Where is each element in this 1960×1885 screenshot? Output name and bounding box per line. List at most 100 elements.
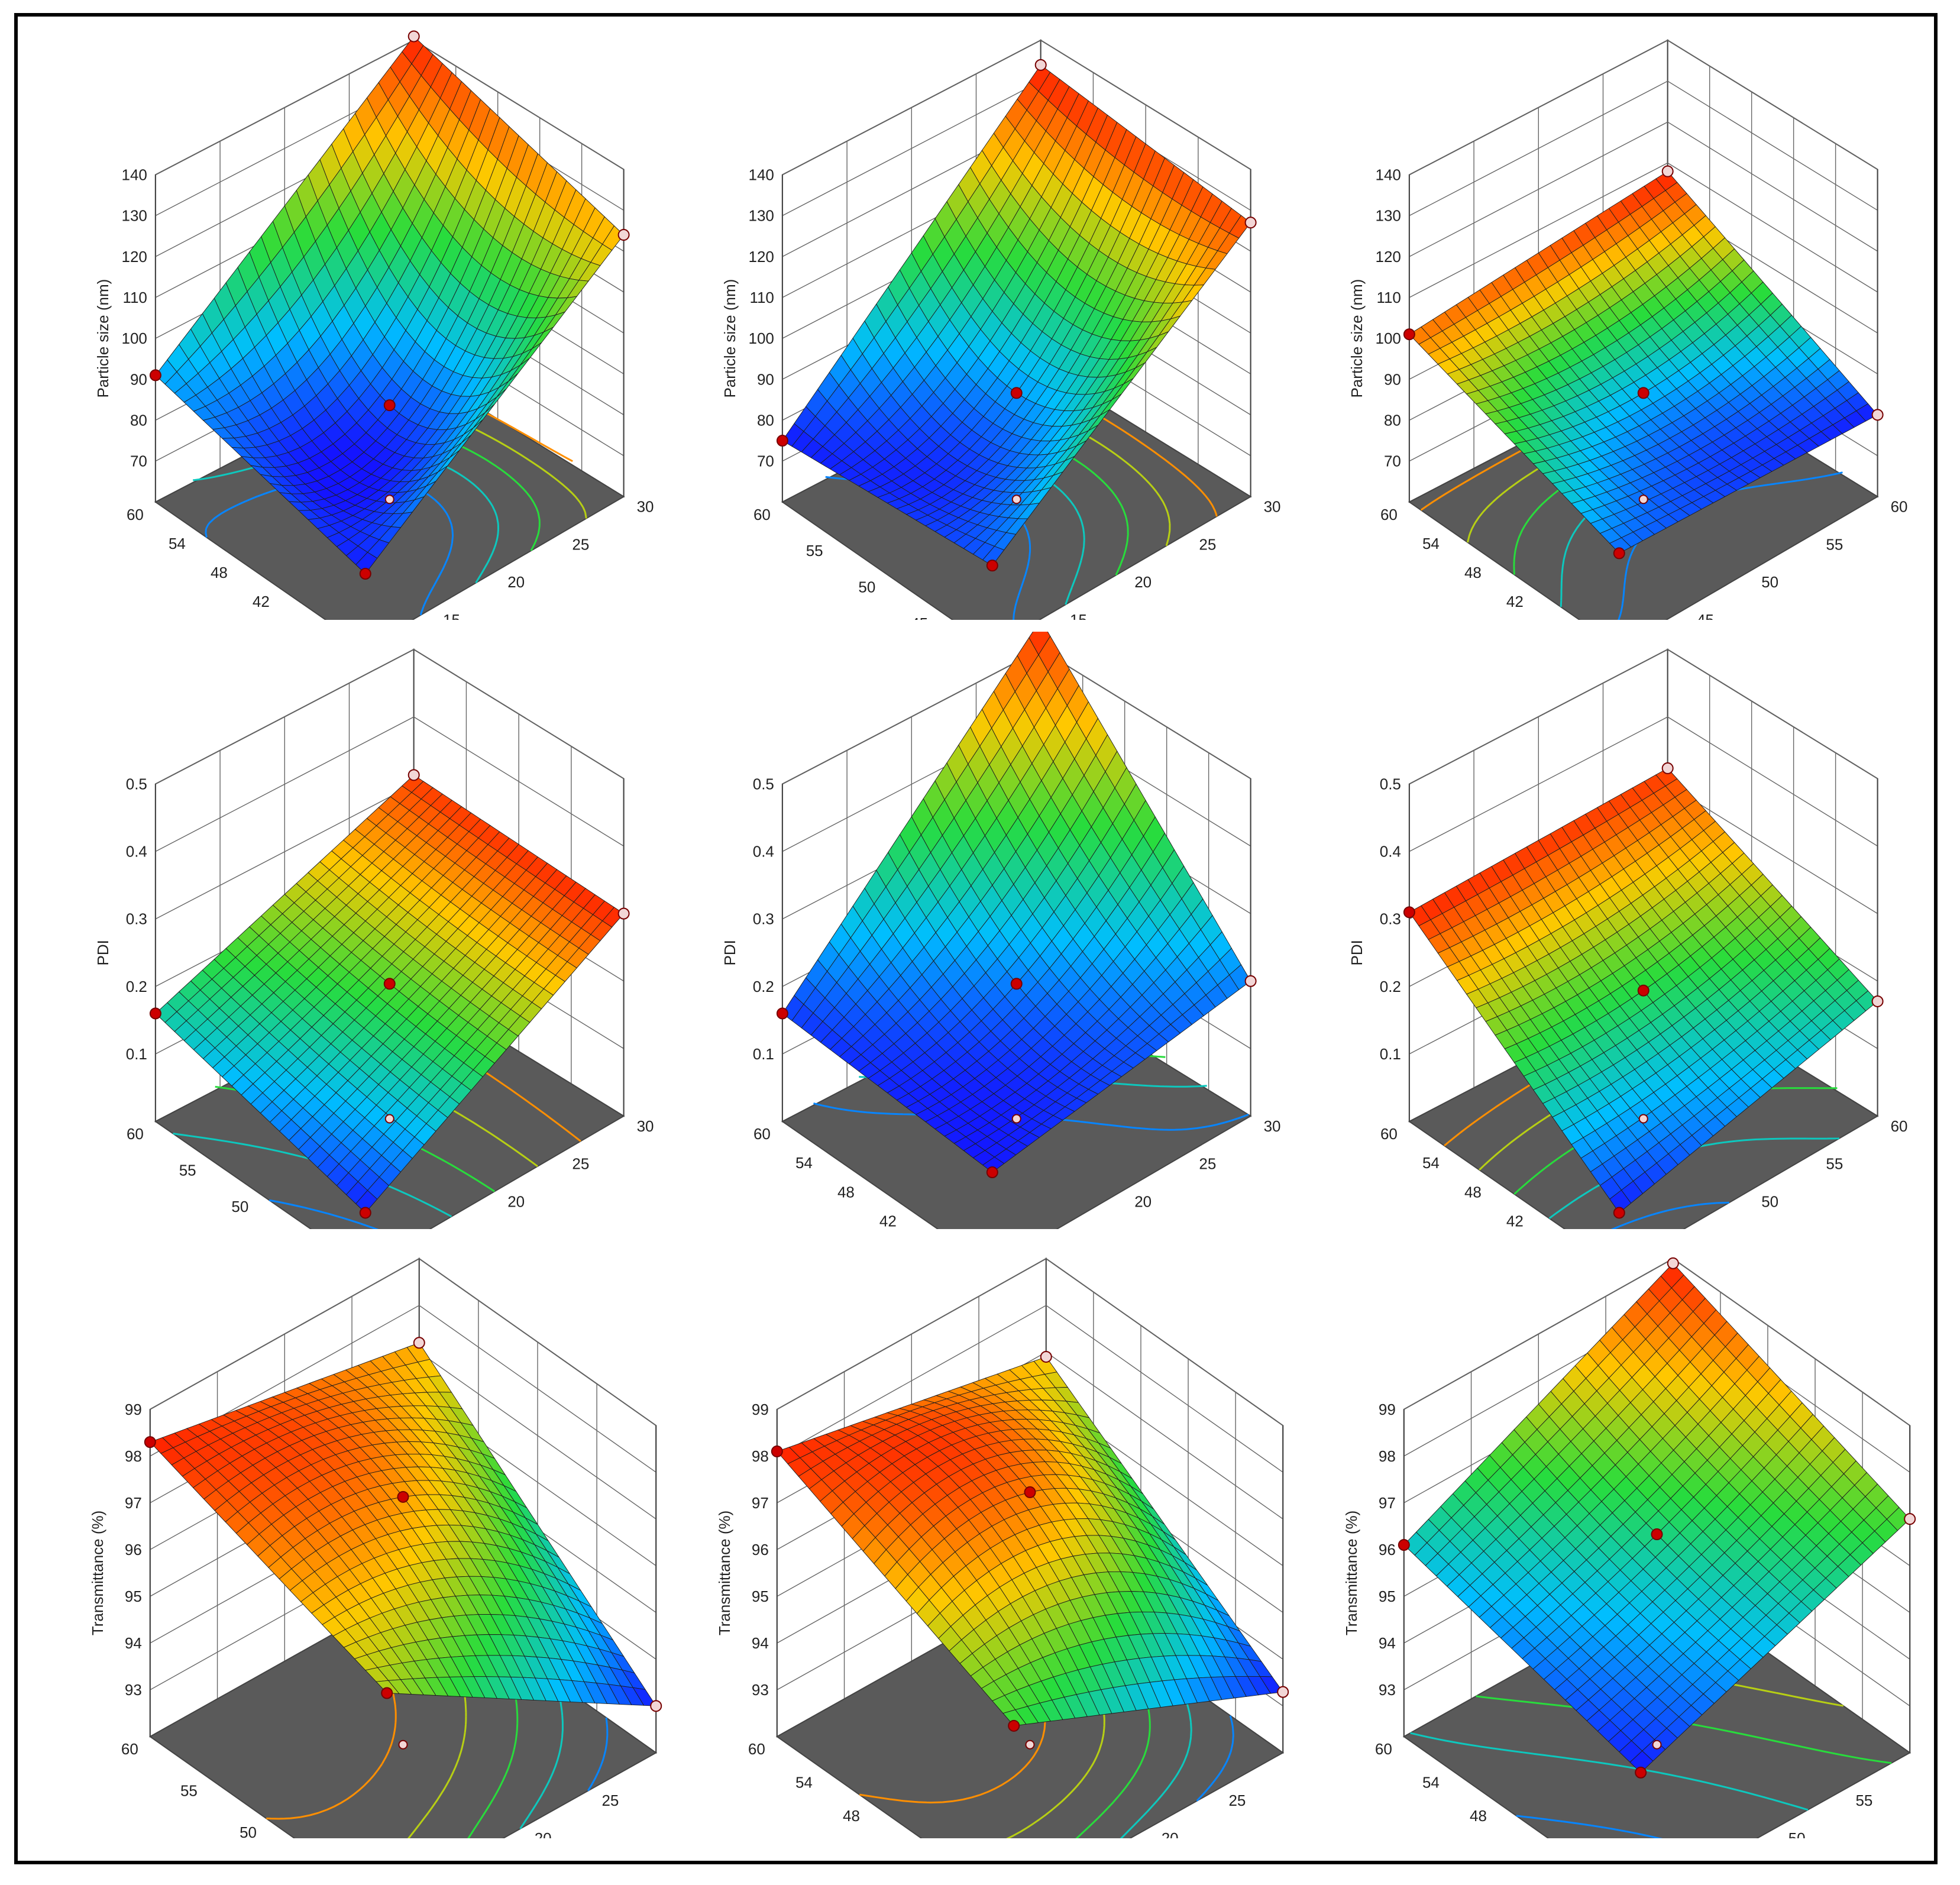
design-point-x0y1	[1403, 906, 1415, 919]
y-tick-label: 48	[211, 564, 228, 581]
contour-line	[519, 1682, 564, 1829]
y-tick-label: 54	[795, 1774, 813, 1792]
z-tick-label: 0.2	[753, 978, 774, 995]
design-point-x0y0	[1635, 1766, 1647, 1779]
z-tick-label: 120	[1376, 248, 1401, 266]
design-point-x1y0	[1277, 1686, 1289, 1698]
figure-frame: 7080901001101201301401015202530303642485…	[14, 13, 1938, 1864]
x-tick-label: 50	[1788, 1829, 1806, 1838]
contour-lines	[266, 1612, 609, 1838]
contour-line	[1516, 1815, 1663, 1838]
design-point-x0y0	[986, 560, 998, 572]
response-surface	[150, 1342, 657, 1706]
z-tick-label: 140	[122, 166, 147, 184]
y-tick-label: 42	[1506, 1212, 1524, 1229]
y-tick-label: 60	[121, 1740, 138, 1758]
z-tick-label: 98	[125, 1447, 142, 1465]
z-axis-label: Particle size (nm)	[1348, 279, 1366, 398]
wall-gridline	[155, 716, 624, 852]
tick-labels: 9394959697989910152025304045505560	[121, 1401, 619, 1838]
y-tick-label: 50	[240, 1823, 257, 1838]
z-tick-label: 93	[125, 1681, 142, 1699]
axis-labels: PDIB: Smix (%)C: Sonication time (sec)	[1348, 940, 1366, 965]
y-tick-label: 48	[1470, 1807, 1487, 1825]
z-tick-label: 94	[1379, 1634, 1396, 1652]
y-tick-label: 48	[843, 1807, 860, 1825]
tick-labels: 7080901001101201301401015202530303642485…	[122, 166, 654, 620]
design-point-x0y1	[776, 435, 788, 447]
z-tick-label: 0.4	[1380, 843, 1401, 861]
contour-line	[269, 1199, 379, 1229]
z-tick-label: 93	[1379, 1681, 1396, 1699]
z-tick-label: 140	[749, 166, 774, 184]
z-tick-label: 96	[125, 1541, 142, 1559]
x-tick-label: 60	[1891, 1117, 1908, 1135]
wall-gridline	[150, 1305, 656, 1473]
axis-labels: PDIA: Oil (%)C: Sonication time (sec)	[721, 940, 739, 965]
y-tick-label: 54	[1422, 1774, 1440, 1792]
y-tick-label: 55	[179, 1161, 196, 1179]
design-point-x1y1	[1661, 762, 1674, 774]
design-point-x1y0	[1871, 409, 1884, 421]
x-tick-label: 55	[1855, 1792, 1872, 1809]
z-tick-label: 99	[752, 1401, 769, 1418]
tick-labels: 939495969798991015202530303642485460	[748, 1401, 1246, 1838]
x-tick-label: 50	[1761, 573, 1778, 591]
y-tick-label: 60	[1375, 1740, 1392, 1758]
z-tick-label: 0.3	[753, 910, 774, 928]
z-tick-label: 70	[1384, 452, 1401, 470]
x-tick-label: 60	[1891, 498, 1908, 516]
z-tick-label: 110	[749, 289, 774, 306]
x-tick-label: 20	[1134, 573, 1152, 591]
y-tick-label: 60	[753, 1125, 771, 1143]
design-point-x0y1	[771, 1445, 783, 1457]
y-tick-label: 55	[806, 542, 823, 560]
x-tick-label: 25	[1199, 535, 1216, 553]
design-point-x0y1	[1403, 328, 1415, 341]
design-point-x0y0	[1613, 547, 1625, 560]
y-tick-label: 55	[180, 1782, 198, 1800]
y-tick-label: 50	[231, 1198, 248, 1215]
z-tick-label: 95	[752, 1587, 769, 1605]
z-tick-label: 99	[125, 1401, 142, 1418]
z-tick-label: 0.1	[753, 1045, 774, 1063]
design-points	[1403, 762, 1884, 1219]
design-point-center-floor	[384, 1114, 394, 1124]
surface-cell	[982, 546, 1005, 566]
chart-svg-3: 0.10.20.30.40.510152025304045505560PDIA:…	[94, 648, 654, 1229]
z-tick-label: 120	[122, 248, 147, 266]
z-tick-label: 0.3	[126, 910, 147, 928]
z-tick-label: 0.4	[126, 843, 147, 861]
wall-gridline	[1409, 80, 1878, 216]
design-point-center	[1637, 984, 1649, 997]
design-points	[144, 1337, 662, 1750]
response-surface	[1403, 1263, 1910, 1773]
x-tick-label: 20	[1134, 1192, 1152, 1210]
z-tick-label: 100	[122, 329, 147, 347]
chart-transmittance-oil-sonication: 939495969798991015202530303642485460Tran…	[668, 1241, 1289, 1838]
z-tick-label: 100	[1376, 329, 1401, 347]
tick-labels: 939495969798994045505560303642485460	[1375, 1401, 1872, 1838]
z-tick-label: 130	[1376, 207, 1401, 225]
surface-cell	[1629, 1750, 1654, 1773]
design-point-center-floor	[384, 494, 394, 505]
design-point-center-floor	[1652, 1739, 1662, 1750]
tick-labels: 0.10.20.30.40.510152025304045505560	[126, 775, 654, 1215]
z-tick-label: 120	[749, 248, 774, 266]
z-tick-label: 95	[1379, 1587, 1396, 1605]
chart-svg-2: 7080901001101201301404045505560303642485…	[1348, 39, 1908, 620]
axis-labels: Transmittance (%)A: Oil (%)C: Sonication…	[716, 1511, 733, 1635]
z-tick-label: 70	[130, 452, 147, 470]
design-point-x0y1	[1398, 1539, 1410, 1551]
response-surface	[1409, 171, 1878, 554]
x-tick-label: 20	[535, 1829, 552, 1838]
z-tick-label: 0.2	[126, 978, 147, 995]
x-tick-label: 25	[572, 1155, 589, 1173]
design-point-x1y1	[1040, 1350, 1052, 1363]
surface-cell	[1609, 1189, 1632, 1214]
design-point-center-floor	[1011, 1114, 1021, 1124]
design-point-x1y1	[407, 769, 420, 781]
z-tick-label: 90	[130, 370, 147, 388]
z-tick-label: 98	[1379, 1447, 1396, 1465]
z-axis-label: Particle size (nm)	[94, 279, 112, 398]
